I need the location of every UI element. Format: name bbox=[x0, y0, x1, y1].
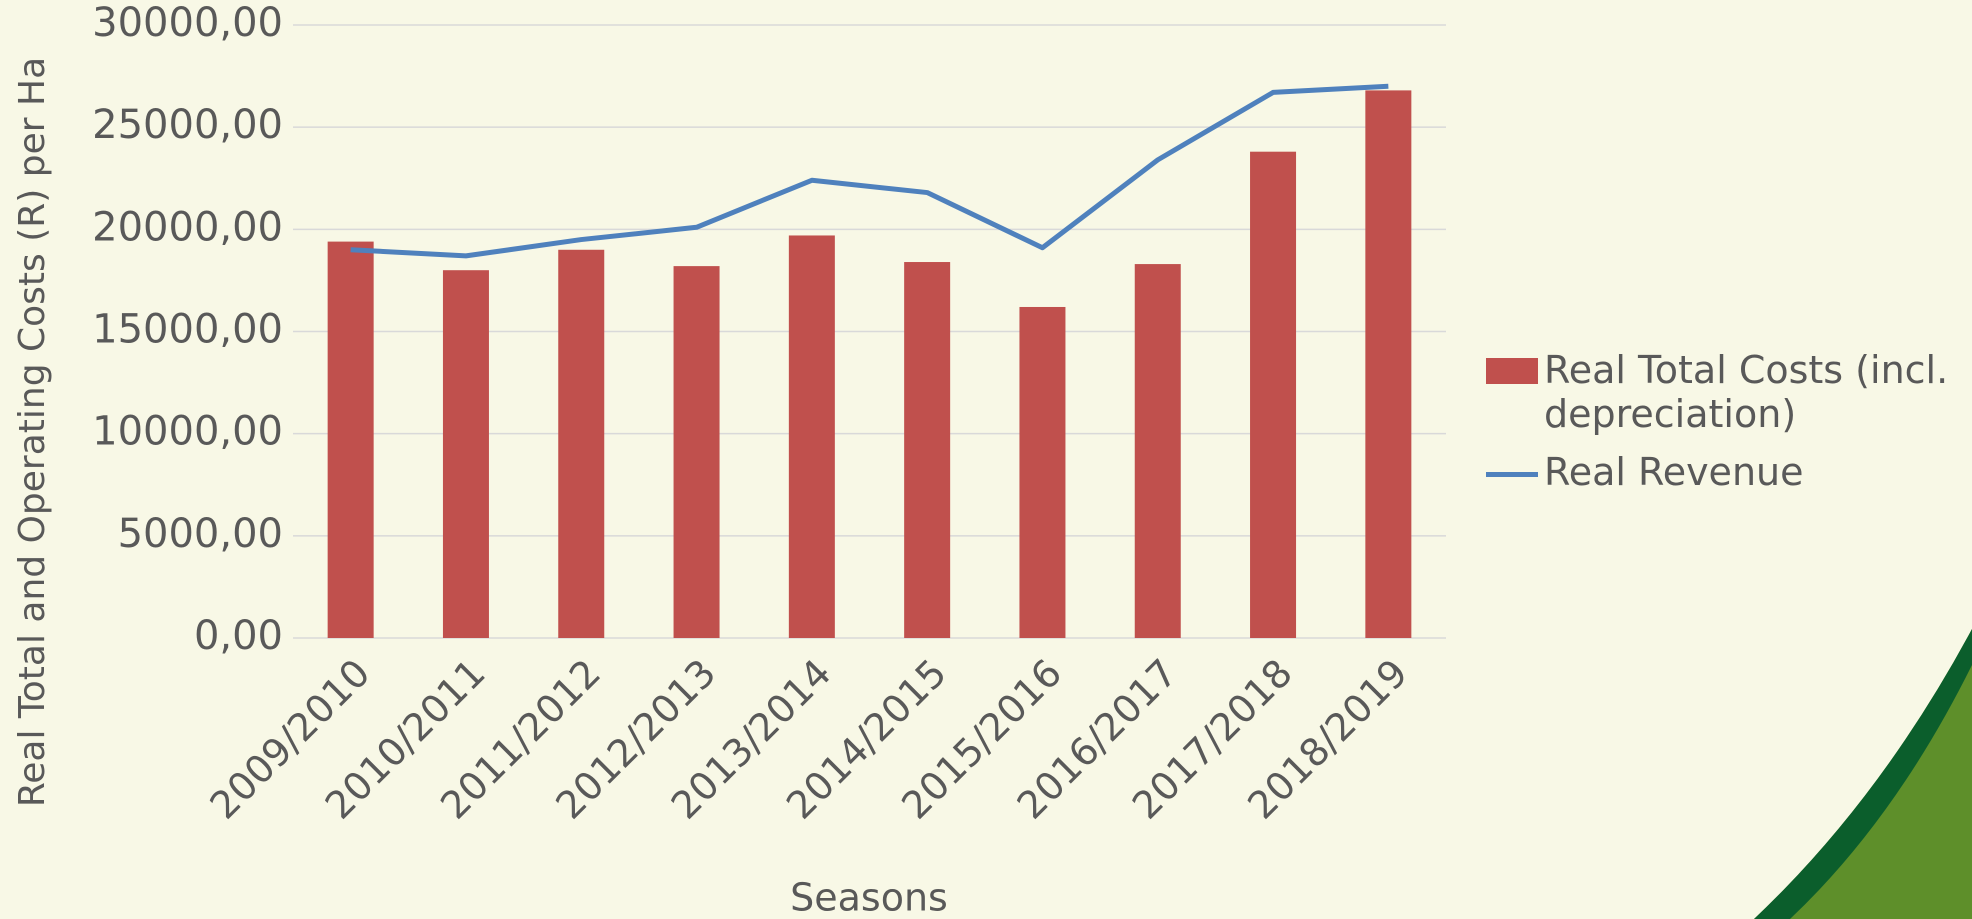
bar bbox=[442, 270, 489, 638]
legend-label: Real Total Costs (incl. depreciation) bbox=[1544, 348, 1949, 436]
bar bbox=[558, 249, 605, 638]
bar bbox=[788, 235, 835, 639]
bar bbox=[904, 262, 951, 638]
legend-item: Real Total Costs (incl. depreciation) bbox=[1486, 348, 1966, 436]
y-tick-label: 0,00 bbox=[194, 613, 283, 659]
bar bbox=[1365, 90, 1412, 639]
legend-item: Real Revenue bbox=[1486, 450, 1966, 494]
legend-label: Real Revenue bbox=[1544, 450, 1804, 494]
bar bbox=[1250, 151, 1297, 639]
legend-swatch bbox=[1486, 358, 1538, 384]
bar bbox=[673, 266, 720, 638]
decoration bbox=[1754, 629, 1972, 919]
y-tick-label: 5000,00 bbox=[118, 511, 283, 557]
y-tick-label: 25000,00 bbox=[92, 102, 283, 148]
legend: Real Total Costs (incl. depreciation) Re… bbox=[1486, 348, 1966, 508]
bar bbox=[1134, 264, 1181, 638]
bar bbox=[327, 241, 374, 639]
y-tick-label: 15000,00 bbox=[92, 307, 283, 353]
line bbox=[350, 83, 1389, 259]
y-axis-title: Real Total and Operating Costs (R) per H… bbox=[12, 57, 53, 807]
y-tick-label: 30000,00 bbox=[92, 0, 283, 46]
y-tick-label: 20000,00 bbox=[92, 204, 283, 250]
y-tick-label: 10000,00 bbox=[92, 409, 283, 455]
legend-swatch bbox=[1486, 472, 1538, 477]
bar bbox=[1019, 306, 1066, 638]
x-axis-title: Seasons bbox=[790, 876, 948, 919]
